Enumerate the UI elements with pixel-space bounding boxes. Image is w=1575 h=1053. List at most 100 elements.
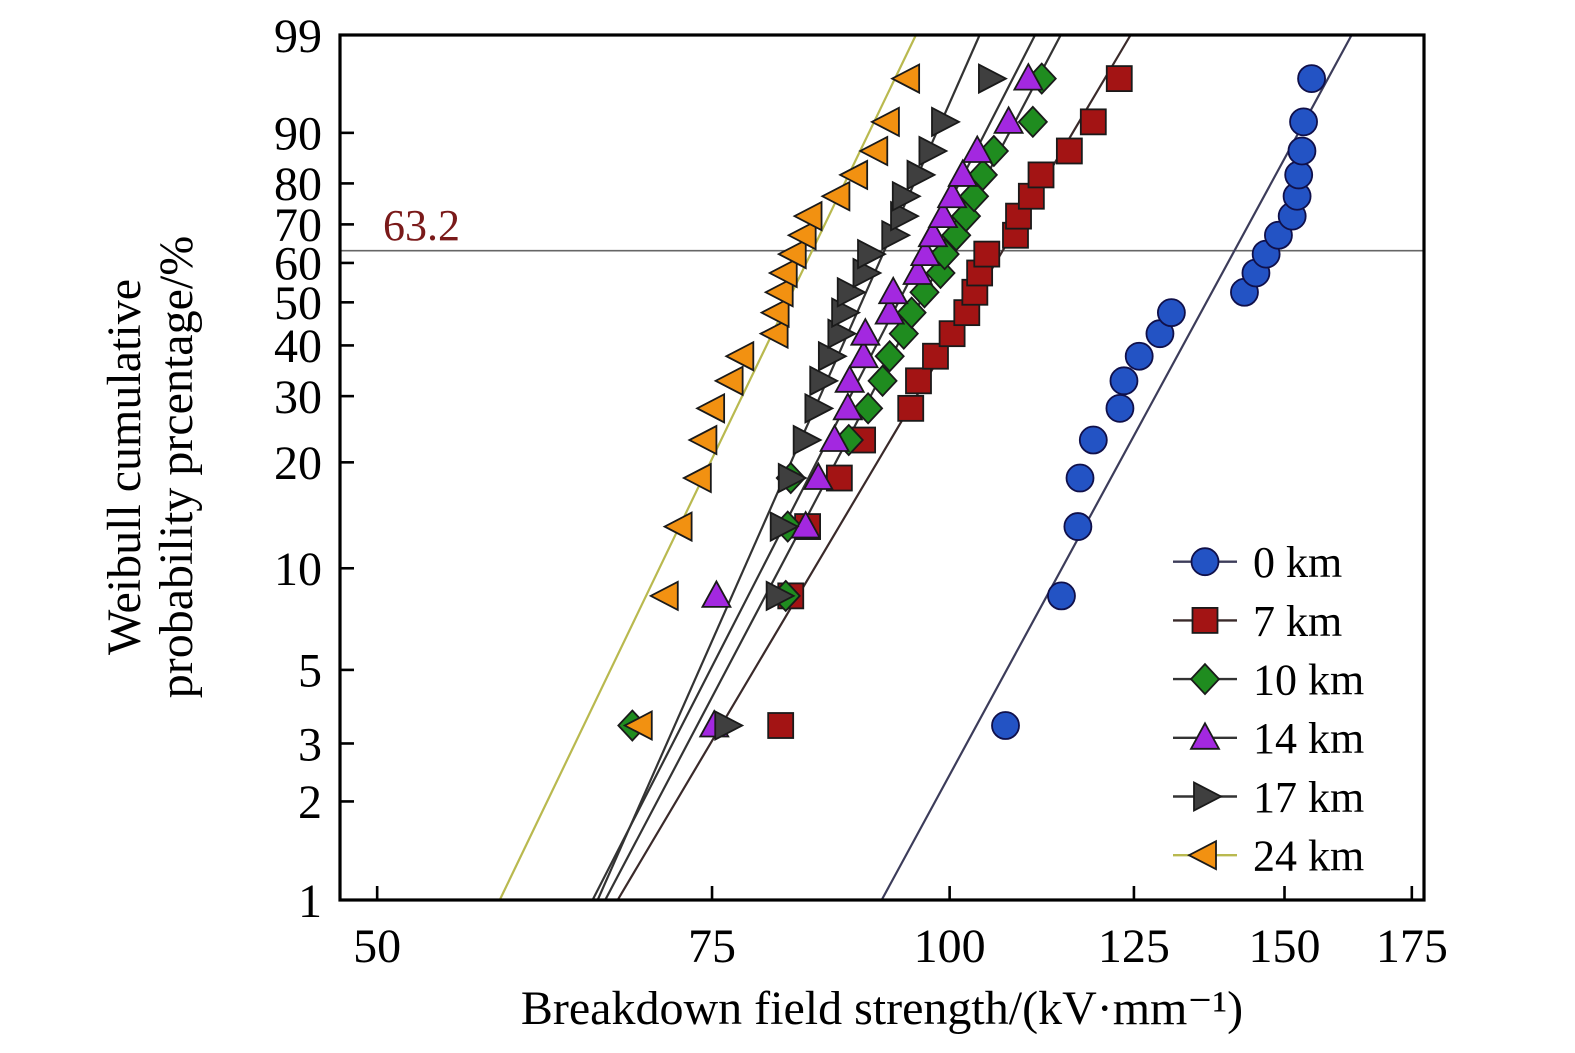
data-point-marker [817,340,848,372]
data-point-marker [993,105,1025,134]
series-17km [714,63,1008,741]
data-point-marker [1156,298,1186,328]
data-point-marker [758,318,789,350]
data-point-marker [1017,105,1049,139]
data-point-marker [978,63,1008,95]
data-point-marker [902,256,934,285]
y-tick-label: 50 [274,277,322,330]
plot-content: 50 75 100 125 150 175123510203040506070809099… [274,10,1448,973]
x-tick-label: 175 [1376,920,1448,973]
data-point-marker [769,511,800,543]
legend-item-0km: 0 km [1173,538,1342,587]
data-point-marker [1287,136,1317,166]
data-point-marker [967,158,999,192]
data-point-marker [1063,512,1093,541]
data-point-marker [838,159,869,191]
data-point-marker [786,219,817,251]
y-axis-title: Weibull cumulative probability prcentage… [98,236,203,699]
x-tick-label: 100 [914,920,986,973]
data-point-marker [1289,107,1318,137]
data-point-marker [681,462,712,494]
data-point-marker [874,339,905,373]
y-tick-label: 99 [274,10,322,63]
data-point-marker [802,461,834,490]
data-point-marker [877,275,909,305]
annotation-63-2-label: 63.2 [383,201,460,250]
legend: 0 km 7 km 10 km 14 km 17 km 24 km [1173,538,1364,881]
fit-line-14km [591,34,1037,901]
x-tick-label: 150 [1249,920,1321,973]
fit-line-0km [880,34,1353,901]
y-axis-title-line1: Weibull cumulative [98,279,151,655]
legend-item-7km: 7 km [1173,597,1342,646]
legend-marker-triangle-right-icon [1193,781,1223,812]
data-point-marker [973,240,1001,268]
y-tick-label: 60 [274,238,322,291]
legend-item-17km: 17 km [1173,773,1364,822]
data-point-marker [867,364,898,398]
y-tick-label: 1 [298,875,322,928]
legend-label: 24 km [1253,832,1364,881]
legend-marker-diamond-icon [1189,662,1221,696]
data-point-marker [1012,62,1044,91]
data-point-marker [713,365,744,397]
data-point-marker [777,462,808,494]
data-point-marker [936,179,968,209]
data-point-marker [1105,393,1135,423]
data-point-marker [922,342,949,370]
data-point-marker [1047,581,1076,611]
data-point-marker [648,580,679,612]
data-point-marker [896,296,927,329]
y-tick-label: 40 [274,320,322,373]
data-point-marker [820,180,851,212]
legend-label: 14 km [1253,714,1364,763]
data-point-marker [925,256,956,290]
data-point-marker [1027,161,1055,189]
data-point-marker [1065,463,1095,493]
y-tick-label: 5 [298,645,322,698]
data-point-marker [918,135,949,167]
data-point-marker [890,200,920,232]
data-point-marker [836,276,867,308]
data-point-marker [1055,137,1083,165]
data-point-marker [790,510,822,539]
x-tick-label: 75 [688,920,736,973]
y-axis-title-line2: probability prcentage/% [150,236,203,699]
data-point-marker [927,199,959,229]
data-point-marker [1109,366,1139,396]
data-point-marker [852,392,884,425]
data-point-marker [714,710,745,741]
y-tick-label: 20 [274,437,322,490]
data-point-marker [759,297,790,329]
y-tick-label: 30 [274,371,322,424]
data-point-marker [858,135,889,167]
data-point-marker [1078,425,1108,455]
y-tick-label: 3 [298,718,322,771]
series-0km [991,64,1326,740]
data-point-marker [947,158,979,187]
data-point-marker [819,423,851,452]
series-7km [767,65,1133,739]
legend-marker-triangle-left-icon [1187,839,1217,871]
data-point-marker [695,392,726,424]
data-point-marker [1079,108,1107,136]
legend-label: 17 km [1253,773,1364,822]
y-tick-label: 80 [274,158,322,211]
series-24km [622,63,921,741]
data-point-marker [763,276,794,308]
data-point-marker [724,340,755,372]
series-10km [617,62,1057,742]
data-point-marker [700,579,732,608]
data-point-marker [1297,64,1326,94]
data-point-marker [1105,65,1133,93]
data-point-marker [804,392,835,424]
data-point-marker [827,318,858,350]
legend-item-14km: 14 km [1173,714,1364,763]
data-point-marker [792,200,823,232]
data-point-marker [906,159,937,191]
data-point-marker [978,134,1010,168]
data-point-marker [687,424,718,456]
series-14km [698,62,1044,738]
